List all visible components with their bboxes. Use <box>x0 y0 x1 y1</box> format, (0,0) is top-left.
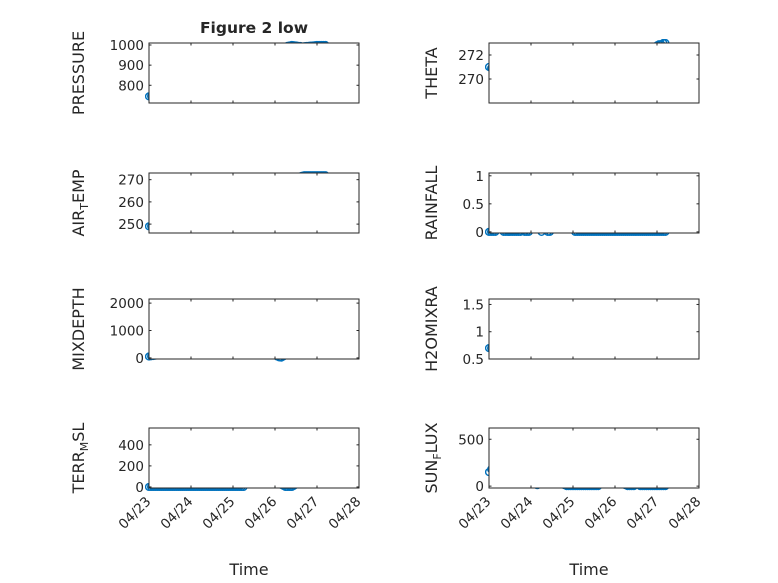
y-tick-label: 270 <box>118 173 144 189</box>
x-tick-label: 04/28 <box>326 494 365 533</box>
y-tick-label: 0 <box>475 479 484 495</box>
y-tick-label: 900 <box>118 58 144 74</box>
y-tick-label: 500 <box>458 432 484 448</box>
y-tick-label: 2000 <box>110 296 144 312</box>
x-tick-label: 04/23 <box>456 494 495 533</box>
axes-frame <box>148 298 360 360</box>
y-tick-label: 260 <box>118 195 144 211</box>
axes-frame <box>148 42 360 104</box>
axes-frame <box>148 427 360 489</box>
y-axis-label: MIXDEPTH <box>69 287 88 370</box>
y-axis-label: TERRMSL <box>69 423 91 495</box>
y-tick-label: 0.5 <box>463 197 484 213</box>
subplot-rainfall: 0 0.5 1 RAINFALL <box>422 166 700 241</box>
y-tick-label: 200 <box>118 459 144 475</box>
subplot-air-temp: 250 260 270 AIRTEMP <box>69 169 360 237</box>
y-tick-label: 400 <box>118 438 144 454</box>
y-tick-label: 1 <box>475 325 484 341</box>
subplot-h2omixra: 0.5 1 1.5 H2OMIXRA <box>422 286 700 372</box>
y-axis-label: H2OMIXRA <box>422 286 441 372</box>
x-tick-label: 04/25 <box>540 494 579 533</box>
x-axis-label: Time <box>568 560 608 579</box>
x-tick-label: 04/25 <box>200 494 239 533</box>
axes-frame <box>488 298 700 360</box>
y-tick-label: 1 <box>475 169 484 185</box>
x-tick-label: 04/23 <box>116 494 155 533</box>
subplot-theta: 270 272 THETA <box>422 39 700 104</box>
y-axis-label: SUNFLUX <box>422 422 444 493</box>
x-tick-label: 04/27 <box>284 494 323 533</box>
tick-marks <box>488 299 700 360</box>
tick-marks <box>148 43 360 103</box>
y-tick-label: 1.5 <box>463 297 484 313</box>
axes-frame <box>488 42 700 104</box>
subplot-sun-flux: 0 500 04/23 04/24 04/25 04/26 04/27 04/28 SUNFLU… <box>422 422 704 579</box>
x-tick-label: 04/24 <box>498 494 537 533</box>
x-tick-label: 04/24 <box>158 494 197 533</box>
y-tick-label: 1000 <box>110 324 144 340</box>
axes-frame <box>148 172 360 234</box>
x-tick-label: 04/26 <box>242 494 281 533</box>
axes-frame <box>488 172 700 234</box>
subplot-terr-msl: 0 200 400 04/23 04/24 04/25 04/26 04/27 04/28 TER… <box>69 423 364 579</box>
tick-marks <box>488 173 700 233</box>
y-tick-label: 0 <box>135 351 144 367</box>
x-tick-label: 04/27 <box>624 494 663 533</box>
y-tick-label: 0.5 <box>463 352 484 368</box>
y-tick-label: 0 <box>475 225 484 241</box>
axes-frame <box>488 427 700 489</box>
x-tick-label: 04/28 <box>666 494 705 533</box>
y-axis-label: AIRTEMP <box>69 169 91 236</box>
y-axis-label: PRESSURE <box>69 31 88 115</box>
y-tick-label: 272 <box>458 48 484 64</box>
y-tick-label: 1000 <box>110 38 144 54</box>
tick-marks <box>488 428 700 488</box>
x-tick-label: 04/26 <box>582 494 621 533</box>
figure-title: Figure 2 low <box>200 19 308 37</box>
tick-marks <box>488 43 700 103</box>
y-axis-label: THETA <box>422 47 441 99</box>
subplot-mixdepth: 0 1000 2000 MIXDEPTH <box>69 287 360 371</box>
tick-marks <box>148 299 360 359</box>
tick-marks <box>148 173 360 233</box>
y-tick-label: 270 <box>458 72 484 88</box>
y-tick-label: 250 <box>118 217 144 233</box>
y-tick-label: 800 <box>118 78 144 94</box>
tick-marks <box>148 428 360 488</box>
y-tick-label: 0 <box>135 480 144 496</box>
y-axis-label: RAINFALL <box>422 166 441 241</box>
x-axis-label: Time <box>228 560 268 579</box>
subplot-pressure: 800 900 1000 PRESSURE Figure 2 low <box>69 19 360 115</box>
